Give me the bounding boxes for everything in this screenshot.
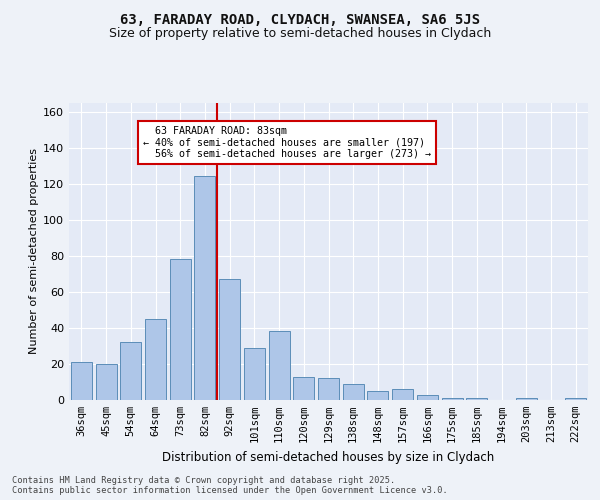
Bar (293, 376, 314, 400)
Bar (367, 391, 388, 400)
Y-axis label: Number of semi-detached properties: Number of semi-detached properties (29, 148, 39, 354)
Bar (120, 342, 141, 400)
Bar (318, 378, 339, 400)
Bar (194, 176, 215, 400)
Text: Size of property relative to semi-detached houses in Clydach: Size of property relative to semi-detach… (109, 28, 491, 40)
Text: 63 FARADAY ROAD: 83sqm
← 40% of semi-detached houses are smaller (197)
  56% of : 63 FARADAY ROAD: 83sqm ← 40% of semi-det… (143, 126, 431, 159)
Bar (516, 398, 537, 400)
Bar (95, 364, 116, 400)
Bar (170, 260, 191, 400)
Bar (244, 348, 265, 400)
X-axis label: Distribution of semi-detached houses by size in Clydach: Distribution of semi-detached houses by … (163, 450, 494, 464)
Bar (565, 398, 586, 400)
Bar (417, 394, 438, 400)
Bar (442, 398, 463, 400)
Bar (145, 319, 166, 400)
Text: 63, FARADAY ROAD, CLYDACH, SWANSEA, SA6 5JS: 63, FARADAY ROAD, CLYDACH, SWANSEA, SA6 … (120, 12, 480, 26)
Bar (269, 332, 290, 400)
Bar (71, 362, 92, 400)
Bar (392, 389, 413, 400)
Bar (343, 384, 364, 400)
Bar (466, 398, 487, 400)
Text: Contains HM Land Registry data © Crown copyright and database right 2025.
Contai: Contains HM Land Registry data © Crown c… (12, 476, 448, 495)
Bar (219, 279, 240, 400)
